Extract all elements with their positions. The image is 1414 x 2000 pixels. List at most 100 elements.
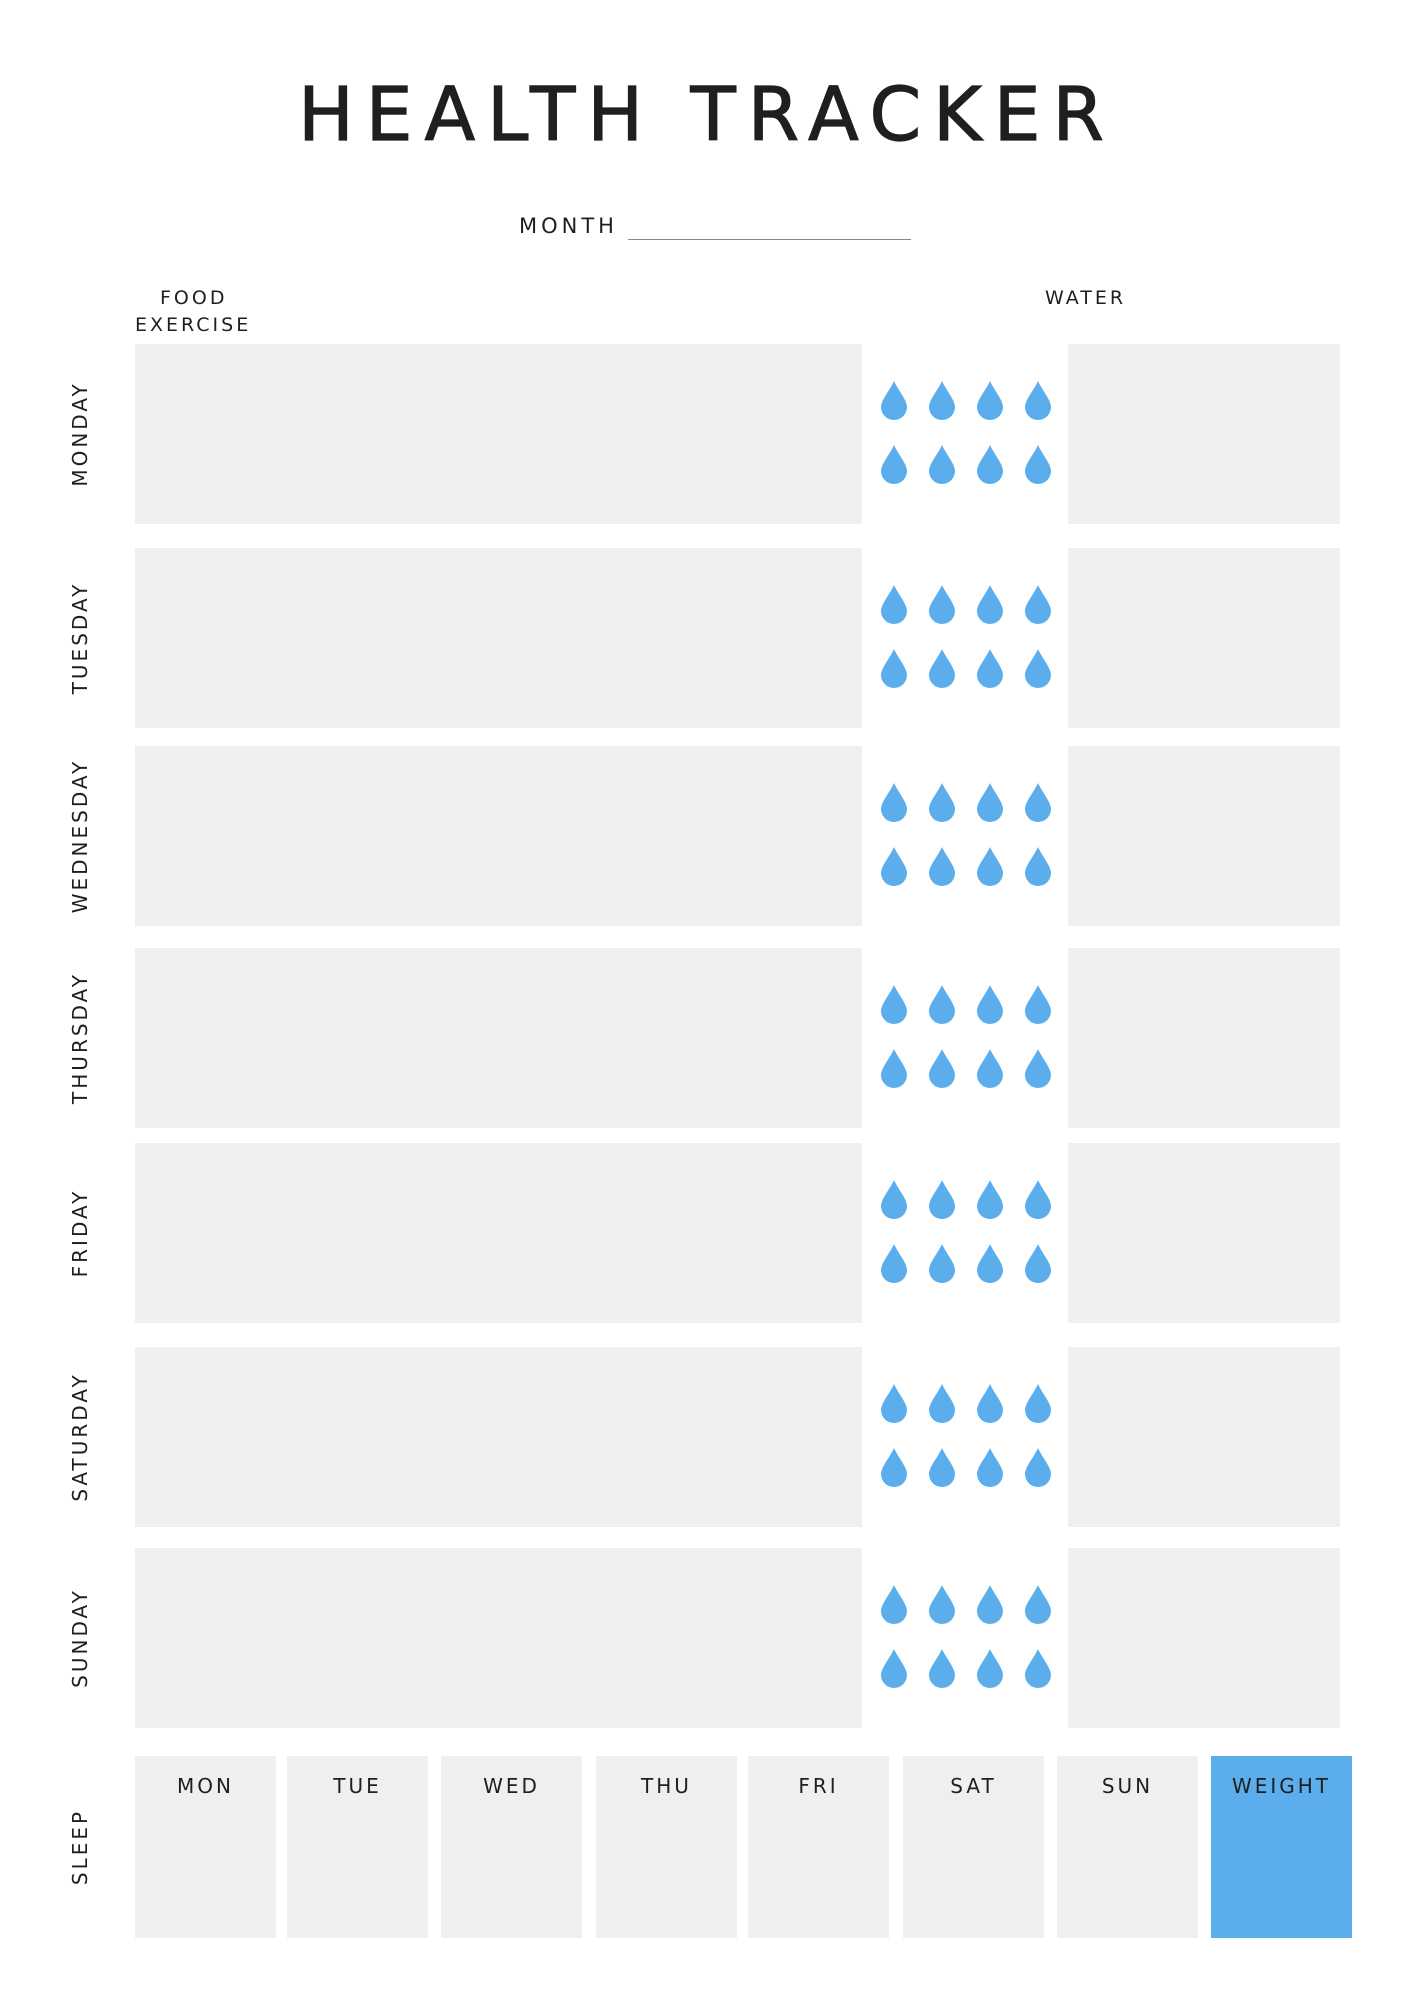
sleep-box-wed-label: WED [483,1774,540,1798]
water-drop-icon[interactable] [880,1243,908,1283]
food-exercise-panel-monday[interactable] [135,344,862,524]
sleep-box-wed[interactable]: WED [441,1756,582,1938]
day-label-saturday: SATURDAY [68,1372,92,1502]
water-drop-icon[interactable] [928,380,956,420]
sleep-box-thu[interactable]: THU [596,1756,737,1938]
food-header: FOOD [160,287,228,309]
day-label-wednesday: WEDNESDAY [68,758,92,914]
sleep-box-sun-label: SUN [1101,1774,1154,1798]
water-header: WATER [1045,287,1127,309]
sleep-box-tue-label: TUE [333,1774,382,1798]
sleep-box-sat[interactable]: SAT [903,1756,1044,1938]
sleep-box-fri[interactable]: FRI [748,1756,889,1938]
water-drop-icon[interactable] [880,584,908,624]
water-drop-icon[interactable] [880,1447,908,1487]
sleep-box-mon[interactable]: MON [135,1756,276,1938]
water-drop-icon[interactable] [976,782,1004,822]
water-drop-icon[interactable] [880,648,908,688]
water-drop-icon[interactable] [928,1243,956,1283]
water-drop-icon[interactable] [928,846,956,886]
water-notes-panel-thursday[interactable] [1068,948,1340,1128]
food-exercise-panel-thursday[interactable] [135,948,862,1128]
water-drop-icon[interactable] [1024,1048,1052,1088]
water-drop-icon[interactable] [928,584,956,624]
sleep-box-sun[interactable]: SUN [1057,1756,1198,1938]
sleep-box-thu-label: THU [641,1774,692,1798]
water-drop-icon[interactable] [976,380,1004,420]
water-notes-panel-saturday[interactable] [1068,1347,1340,1527]
water-drop-icon[interactable] [1024,846,1052,886]
exercise-header: EXERCISE [135,314,252,336]
weight-box-label: WEIGHT [1231,1774,1332,1798]
day-label-monday: MONDAY [68,381,92,487]
water-notes-panel-tuesday[interactable] [1068,548,1340,728]
water-drop-icon[interactable] [1024,1179,1052,1219]
water-drop-icon[interactable] [976,1383,1004,1423]
day-label-sunday: SUNDAY [68,1588,92,1688]
water-drop-icon[interactable] [1024,584,1052,624]
water-drop-icon[interactable] [880,1179,908,1219]
water-drop-icon[interactable] [1024,984,1052,1024]
water-drop-icon[interactable] [928,1383,956,1423]
water-drop-icon[interactable] [976,1179,1004,1219]
sleep-box-mon-label: MON [177,1774,234,1798]
water-drop-icon[interactable] [928,444,956,484]
food-exercise-panel-sunday[interactable] [135,1548,862,1728]
water-drop-icon[interactable] [976,1447,1004,1487]
water-notes-panel-sunday[interactable] [1068,1548,1340,1728]
water-drop-icon[interactable] [880,1648,908,1688]
food-exercise-panel-tuesday[interactable] [135,548,862,728]
water-drop-icon[interactable] [1024,1243,1052,1283]
water-drop-icon[interactable] [880,782,908,822]
water-drop-icon[interactable] [1024,1584,1052,1624]
sleep-box-tue[interactable]: TUE [287,1756,428,1938]
water-drop-icon[interactable] [976,444,1004,484]
food-exercise-panel-wednesday[interactable] [135,746,862,926]
water-notes-panel-friday[interactable] [1068,1143,1340,1323]
water-drop-icon[interactable] [976,648,1004,688]
water-drop-icon[interactable] [928,1648,956,1688]
water-drop-icon[interactable] [928,782,956,822]
water-notes-panel-monday[interactable] [1068,344,1340,524]
water-drop-icon[interactable] [880,846,908,886]
water-drop-icon[interactable] [880,444,908,484]
water-drop-icon[interactable] [1024,1648,1052,1688]
water-drop-icon[interactable] [976,1584,1004,1624]
water-drop-icon[interactable] [976,846,1004,886]
month-input-line[interactable] [628,239,911,240]
sleep-box-fri-label: FRI [798,1774,839,1798]
weight-box[interactable]: WEIGHT [1211,1756,1352,1938]
water-notes-panel-wednesday[interactable] [1068,746,1340,926]
month-label: MONTH [519,214,618,238]
food-exercise-panel-saturday[interactable] [135,1347,862,1527]
water-drop-icon[interactable] [928,1447,956,1487]
water-drop-icon[interactable] [1024,380,1052,420]
water-drop-icon[interactable] [976,1243,1004,1283]
water-drop-icon[interactable] [1024,444,1052,484]
water-drop-icon[interactable] [880,1584,908,1624]
water-drop-icon[interactable] [928,1584,956,1624]
water-drop-icon[interactable] [928,984,956,1024]
water-drop-icon[interactable] [880,984,908,1024]
water-drop-icon[interactable] [976,1648,1004,1688]
day-label-tuesday: TUESDAY [68,581,92,695]
day-label-friday: FRIDAY [68,1188,92,1278]
water-drop-icon[interactable] [976,1048,1004,1088]
sleep-box-sat-label: SAT [950,1774,997,1798]
water-drop-icon[interactable] [928,648,956,688]
food-exercise-panel-friday[interactable] [135,1143,862,1323]
water-drop-icon[interactable] [1024,648,1052,688]
water-drop-icon[interactable] [976,584,1004,624]
water-drop-icon[interactable] [1024,1447,1052,1487]
water-drop-icon[interactable] [928,1179,956,1219]
sleep-label: SLEEP [68,1808,92,1886]
water-drop-icon[interactable] [1024,782,1052,822]
day-label-thursday: THURSDAY [68,972,92,1104]
water-drop-icon[interactable] [880,1048,908,1088]
water-drop-icon[interactable] [880,380,908,420]
water-drop-icon[interactable] [880,1383,908,1423]
water-drop-icon[interactable] [928,1048,956,1088]
page-title: HEALTH TRACKER [298,71,1116,158]
water-drop-icon[interactable] [976,984,1004,1024]
water-drop-icon[interactable] [1024,1383,1052,1423]
